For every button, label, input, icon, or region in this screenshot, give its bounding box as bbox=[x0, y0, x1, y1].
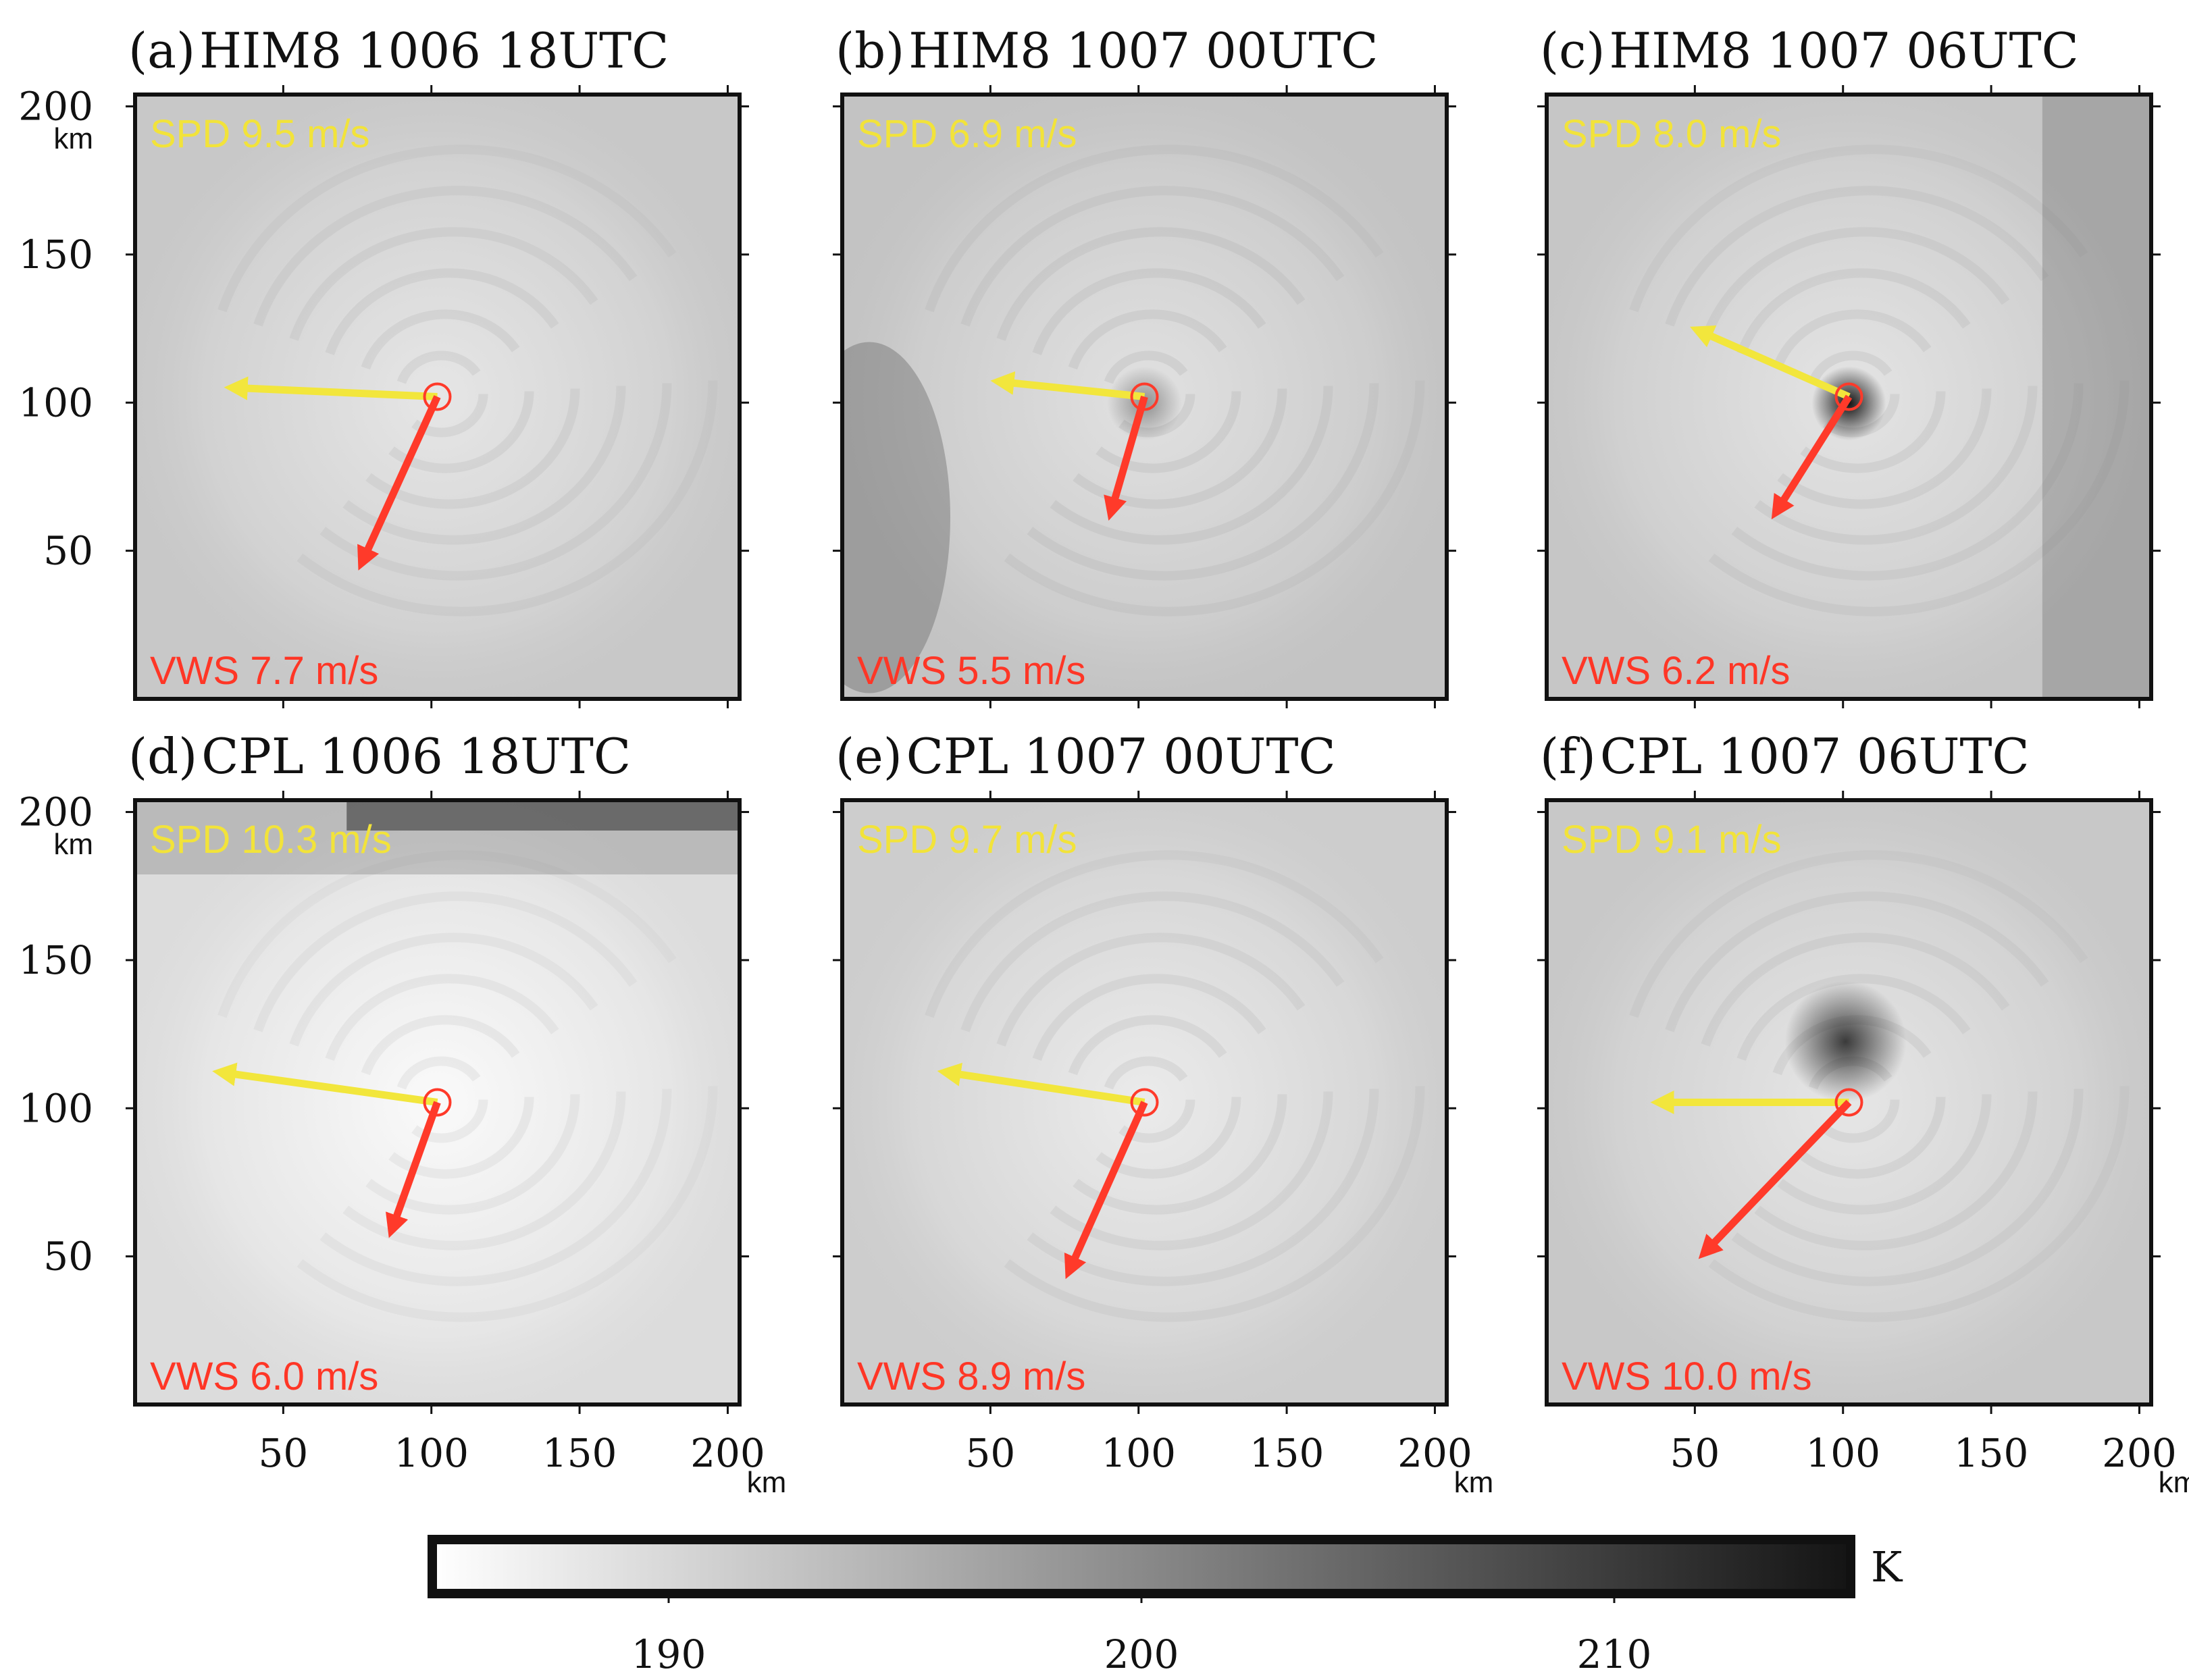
x-tick-label: 200 bbox=[690, 1430, 765, 1476]
panel-label: (a) bbox=[128, 22, 195, 79]
plot-frame bbox=[840, 93, 1449, 701]
wind-shear-arrow bbox=[1698, 1099, 1852, 1259]
x-axis-unit: km bbox=[1454, 1466, 1494, 1499]
panel-label: (d) bbox=[128, 728, 197, 785]
vws-label: VWS 10.0 m/s bbox=[1562, 1355, 1812, 1398]
storm-center-marker bbox=[1130, 1088, 1159, 1117]
panel-title-text: HIM8 1007 06UTC bbox=[1609, 22, 2079, 79]
spd-label: SPD 9.5 m/s bbox=[150, 112, 370, 156]
vws-label: VWS 7.7 m/s bbox=[150, 649, 378, 693]
panel-title-text: HIM8 1007 00UTC bbox=[908, 22, 1378, 79]
panel-title: (c)HIM8 1007 06UTC bbox=[1540, 22, 2079, 79]
spd-label: SPD 8.0 m/s bbox=[1562, 112, 1782, 156]
spd-label: SPD 9.1 m/s bbox=[1562, 818, 1782, 862]
y-tick-label: 150 bbox=[18, 232, 93, 278]
storm-center-marker bbox=[423, 382, 452, 411]
colorbar-tick-label: 190 bbox=[632, 1631, 706, 1677]
spd-label: SPD 9.7 m/s bbox=[857, 818, 1077, 862]
colorbar-gradient bbox=[428, 1535, 1855, 1598]
x-tick-label: 150 bbox=[1954, 1430, 2029, 1476]
panel-title-text: CPL 1006 18UTC bbox=[201, 728, 631, 785]
storm-motion-arrow bbox=[1690, 325, 1851, 400]
storm-center-marker bbox=[423, 1088, 452, 1117]
wind-shear-arrow bbox=[1104, 395, 1148, 521]
storm-center-marker bbox=[1834, 1088, 1863, 1117]
colorbar-unit: K bbox=[1871, 1542, 1903, 1592]
y-tick-label: 200 bbox=[18, 789, 93, 835]
storm-motion-arrow bbox=[990, 371, 1145, 400]
x-axis-unit: km bbox=[747, 1466, 787, 1499]
storm-motion-arrow bbox=[937, 1062, 1145, 1106]
y-tick-label: 100 bbox=[18, 379, 93, 425]
panel-label: (f) bbox=[1540, 728, 1596, 785]
y-axis-unit: km bbox=[53, 828, 93, 861]
x-tick-label: 100 bbox=[1101, 1430, 1176, 1476]
y-tick-label: 150 bbox=[18, 937, 93, 983]
vws-label: VWS 8.9 m/s bbox=[857, 1355, 1085, 1398]
storm-motion-arrow bbox=[224, 376, 438, 400]
x-tick-label: 100 bbox=[394, 1430, 469, 1476]
y-tick-label: 100 bbox=[18, 1085, 93, 1131]
x-tick-label: 200 bbox=[1397, 1430, 1472, 1476]
storm-center-marker bbox=[1834, 382, 1863, 411]
plot-frame bbox=[133, 798, 742, 1407]
panel-title: (f)CPL 1007 06UTC bbox=[1540, 728, 2030, 785]
vws-label: VWS 5.5 m/s bbox=[857, 649, 1085, 693]
plot-frame bbox=[133, 93, 742, 701]
spd-label: SPD 6.9 m/s bbox=[857, 112, 1077, 156]
wind-shear-arrow bbox=[1771, 394, 1853, 520]
plot-frame bbox=[1545, 93, 2153, 701]
x-tick-label: 200 bbox=[2102, 1430, 2177, 1476]
storm-center-marker bbox=[1130, 382, 1159, 411]
panel-title: (b)HIM8 1007 00UTC bbox=[835, 22, 1378, 79]
x-tick-label: 50 bbox=[965, 1430, 1015, 1476]
plot-frame bbox=[1545, 798, 2153, 1407]
panel-title: (e)CPL 1007 00UTC bbox=[835, 728, 1336, 785]
panel-title-text: CPL 1007 00UTC bbox=[906, 728, 1336, 785]
y-tick-label: 50 bbox=[43, 1234, 93, 1280]
wind-shear-arrow bbox=[386, 1101, 441, 1238]
panel-title-text: CPL 1007 06UTC bbox=[1600, 728, 2030, 785]
vws-label: VWS 6.0 m/s bbox=[150, 1355, 378, 1398]
spd-label: SPD 10.3 m/s bbox=[150, 818, 392, 862]
colorbar: 190 200 210 K bbox=[428, 1535, 1903, 1677]
x-tick-label: 100 bbox=[1805, 1430, 1880, 1476]
y-tick-label: 200 bbox=[18, 84, 93, 130]
panel-label: (e) bbox=[835, 728, 902, 785]
wind-shear-arrow bbox=[1064, 1101, 1148, 1280]
storm-motion-arrow bbox=[212, 1062, 438, 1106]
colorbar-tick-label: 210 bbox=[1577, 1631, 1652, 1677]
x-tick-label: 50 bbox=[258, 1430, 308, 1476]
panel-label: (c) bbox=[1540, 22, 1605, 79]
wind-shear-arrow bbox=[357, 395, 441, 571]
x-tick-label: 150 bbox=[542, 1430, 617, 1476]
panel-title-text: HIM8 1006 18UTC bbox=[199, 22, 669, 79]
y-axis-unit: km bbox=[53, 122, 93, 155]
panel-title: (a)HIM8 1006 18UTC bbox=[128, 22, 669, 79]
x-tick-label: 50 bbox=[1670, 1430, 1720, 1476]
x-tick-label: 150 bbox=[1250, 1430, 1324, 1476]
vws-label: VWS 6.2 m/s bbox=[1562, 649, 1790, 693]
panel-title: (d)CPL 1006 18UTC bbox=[128, 728, 631, 785]
panel-b: (b)HIM8 1007 00UTC SPD 6.9 m/s VWS 5.5 m/s bbox=[833, 22, 1456, 708]
panel-label: (b) bbox=[835, 22, 904, 79]
panel-c: (c)HIM8 1007 06UTC SPD 8.0 m/s VWS 6.2 m/s bbox=[1537, 22, 2161, 708]
y-tick-label: 50 bbox=[43, 528, 93, 574]
colorbar-tick-label: 200 bbox=[1104, 1631, 1179, 1677]
plot-frame bbox=[840, 798, 1449, 1407]
x-axis-unit: km bbox=[2159, 1466, 2189, 1499]
